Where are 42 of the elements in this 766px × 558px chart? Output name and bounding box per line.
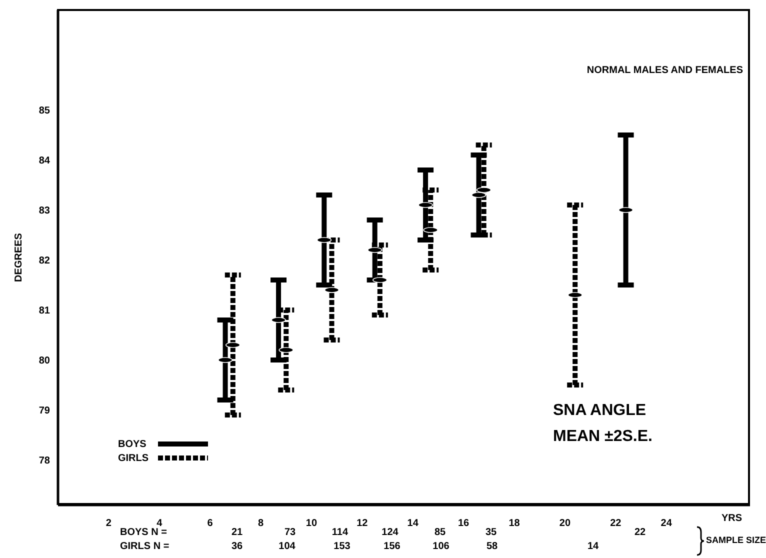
text: 124 [382, 527, 398, 538]
x-tick-label: 10 [306, 518, 318, 530]
x-tick-label: 22 [610, 518, 622, 530]
text: 21 [230, 526, 244, 539]
text: 153 [332, 540, 352, 553]
x-tick-label: 2 [106, 518, 112, 530]
x-tick-label: 24 [660, 518, 672, 530]
x-tick-label: 6 [207, 518, 214, 530]
text: 14 [586, 540, 600, 553]
text: SAMPLE SIZE [706, 535, 766, 547]
text: 114 [332, 527, 348, 538]
text: 35 [485, 527, 497, 538]
y-tick-label: 82 [38, 256, 50, 267]
y-axis-title: DEGREES [14, 232, 25, 282]
text: 58 [485, 540, 499, 553]
legend-label: BOYS [118, 438, 148, 450]
x-tick-label: 12 [356, 518, 368, 530]
text: 22 [633, 526, 647, 539]
y-tick-label: 84 [38, 156, 50, 167]
x-axis-title: YRS [721, 513, 742, 524]
x-tick-label: 20 [559, 518, 571, 530]
text: 156 [382, 540, 402, 553]
x-tick-label: 14 [407, 518, 419, 530]
text: 36 [230, 540, 244, 553]
x-tick-label: 16 [458, 518, 470, 530]
y-tick-label: 83 [38, 206, 50, 217]
annotation: SNA ANGLE [553, 401, 646, 421]
legend-label: GIRLS [118, 452, 150, 464]
text: 85 [433, 526, 447, 539]
x-tick-label: 8 [258, 518, 264, 530]
text: 106 [432, 540, 450, 553]
y-tick-label: 85 [38, 106, 50, 117]
annotation: MEAN ±2S.E. [553, 427, 652, 447]
text: 104 [278, 540, 296, 553]
annotation: NORMAL MALES AND FEMALES [586, 64, 743, 77]
y-tick-label: 81 [38, 306, 50, 317]
y-tick-label: 80 [38, 356, 50, 367]
y-tick-label: 79 [38, 406, 50, 417]
x-tick-label: 18 [508, 518, 520, 530]
y-tick-label: 78 [38, 456, 50, 467]
text: GIRLS N = [120, 540, 170, 553]
text: 73 [284, 527, 296, 538]
